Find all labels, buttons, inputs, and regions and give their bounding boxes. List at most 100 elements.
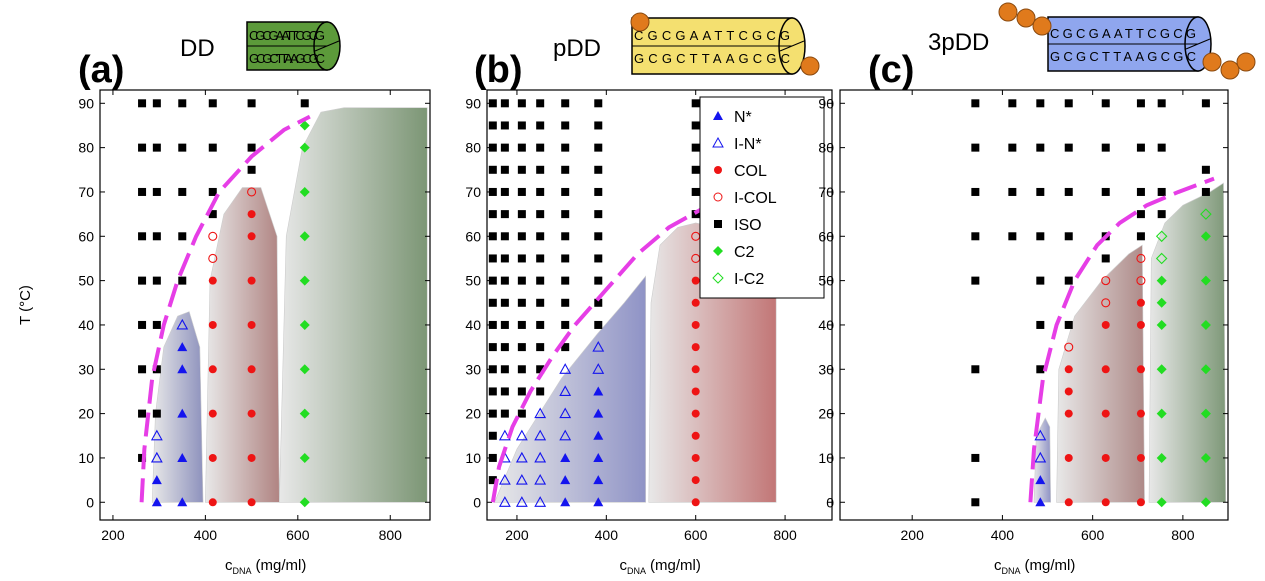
nematic-point bbox=[515, 451, 528, 463]
iso-point bbox=[178, 232, 187, 241]
iso-point bbox=[152, 409, 161, 418]
iso-point bbox=[536, 143, 545, 152]
legend-marker bbox=[713, 192, 723, 202]
iso-point bbox=[247, 99, 256, 108]
iso-point bbox=[517, 409, 526, 418]
col-point bbox=[1064, 387, 1073, 396]
iso-point bbox=[247, 165, 256, 174]
iso-point bbox=[500, 165, 509, 174]
iso-point bbox=[488, 210, 497, 219]
y-tick-label: 80 bbox=[465, 140, 481, 156]
nematic-point bbox=[534, 429, 547, 441]
nematic-point bbox=[515, 429, 528, 441]
c2-point bbox=[1200, 497, 1211, 508]
iso-point bbox=[152, 187, 161, 196]
phase-region bbox=[279, 107, 428, 503]
iso-point bbox=[561, 343, 570, 352]
col-point bbox=[691, 298, 700, 307]
x-label-sub: DNA bbox=[627, 566, 646, 576]
end-group bbox=[1032, 16, 1052, 36]
col-point bbox=[247, 276, 256, 285]
y-tick-label: 50 bbox=[78, 273, 94, 289]
phase-region bbox=[494, 275, 646, 503]
end-group bbox=[630, 12, 650, 32]
nematic-point bbox=[560, 497, 571, 507]
end-group bbox=[1016, 8, 1036, 28]
col-point bbox=[691, 476, 700, 485]
iso-point bbox=[500, 365, 509, 374]
iso-point bbox=[1036, 187, 1045, 196]
legend-marker bbox=[713, 111, 723, 120]
iso-point bbox=[500, 387, 509, 396]
nematic-point bbox=[1035, 497, 1046, 507]
iso-point bbox=[594, 298, 603, 307]
col-point bbox=[691, 409, 700, 418]
iso-point bbox=[1101, 99, 1110, 108]
iso-point bbox=[971, 453, 980, 462]
iso-point bbox=[517, 276, 526, 285]
panel: 200 400 600 800 0 10 20 30 40 50 60 70 80 90 cDNA (mg/m… bbox=[818, 2, 1256, 576]
c2-point bbox=[1156, 452, 1167, 463]
y-tick-label: 0 bbox=[826, 494, 834, 510]
c2-point bbox=[1200, 208, 1212, 220]
iso-point bbox=[594, 121, 603, 130]
nematic-point bbox=[150, 451, 163, 463]
iso-point bbox=[517, 187, 526, 196]
sequence-bottom: GCGCTTAAGCGC bbox=[249, 51, 325, 66]
y-axis-label: T (°C) bbox=[17, 285, 34, 325]
iso-point bbox=[536, 165, 545, 174]
col-point bbox=[1136, 320, 1145, 329]
nematic-point bbox=[559, 385, 572, 396]
phase-boundary bbox=[139, 114, 311, 503]
iso-point bbox=[178, 187, 187, 196]
col-point bbox=[1101, 298, 1111, 308]
y-tick-label: 50 bbox=[818, 273, 834, 289]
c2-point bbox=[1156, 319, 1167, 330]
iso-point bbox=[178, 276, 187, 285]
c2-point bbox=[1200, 364, 1211, 375]
iso-point bbox=[138, 320, 147, 329]
c2-point bbox=[299, 186, 310, 197]
x-tick-label: 400 bbox=[194, 527, 218, 543]
y-tick-label: 60 bbox=[818, 228, 834, 244]
iso-point bbox=[1008, 143, 1017, 152]
col-point bbox=[247, 232, 256, 241]
iso-point bbox=[561, 276, 570, 285]
x-tick-label: 600 bbox=[684, 527, 708, 543]
x-tick-label: 200 bbox=[505, 527, 529, 543]
iso-point bbox=[500, 298, 509, 307]
dna-divider bbox=[314, 40, 340, 52]
iso-point bbox=[691, 165, 700, 174]
iso-point bbox=[500, 121, 509, 130]
col-point bbox=[1101, 453, 1110, 462]
nematic-point bbox=[534, 496, 547, 507]
iso-point bbox=[517, 121, 526, 130]
nematic-point bbox=[177, 342, 188, 352]
x-tick-label: 800 bbox=[1171, 527, 1195, 543]
col-point bbox=[1064, 409, 1073, 418]
iso-point bbox=[536, 320, 545, 329]
iso-point bbox=[1136, 232, 1145, 241]
iso-point bbox=[1064, 187, 1073, 196]
legend-marker bbox=[714, 166, 722, 174]
panel: 200 400 600 800 0 10 20 30 40 50 60 70 80 90 cDNA (mg/m… bbox=[17, 21, 431, 576]
iso-point bbox=[488, 453, 497, 462]
panel-label: (a) bbox=[78, 49, 124, 91]
x-label-sub: DNA bbox=[233, 566, 252, 576]
y-tick-label: 30 bbox=[78, 361, 94, 377]
iso-point bbox=[561, 121, 570, 130]
iso-point bbox=[561, 254, 570, 263]
plot-frame bbox=[99, 89, 431, 521]
iso-point bbox=[561, 210, 570, 219]
iso-point bbox=[178, 99, 187, 108]
col-point bbox=[1064, 365, 1073, 374]
iso-point bbox=[1064, 99, 1073, 108]
nematic-point bbox=[176, 318, 189, 330]
end-group bbox=[1236, 52, 1256, 72]
y-tick-label: 70 bbox=[465, 184, 481, 200]
x-axis-label: cDNA (mg/ml) bbox=[994, 557, 1075, 576]
col-point bbox=[691, 320, 700, 329]
x-tick-label: 400 bbox=[595, 527, 619, 543]
nematic-point bbox=[534, 473, 547, 485]
